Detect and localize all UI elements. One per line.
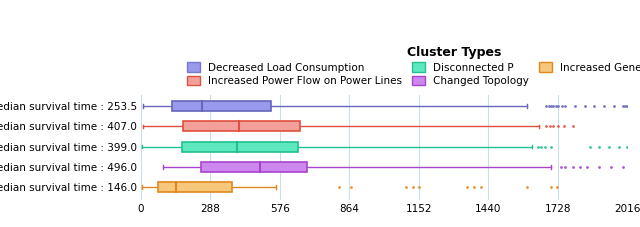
Bar — [182, 141, 298, 152]
Bar — [172, 101, 271, 111]
Legend: Decreased Load Consumption, Increased Power Flow on Power Lines, Disconnected P,: Decreased Load Consumption, Increased Po… — [185, 44, 640, 88]
Bar — [157, 182, 232, 192]
Bar — [183, 121, 300, 131]
Bar — [201, 162, 307, 172]
